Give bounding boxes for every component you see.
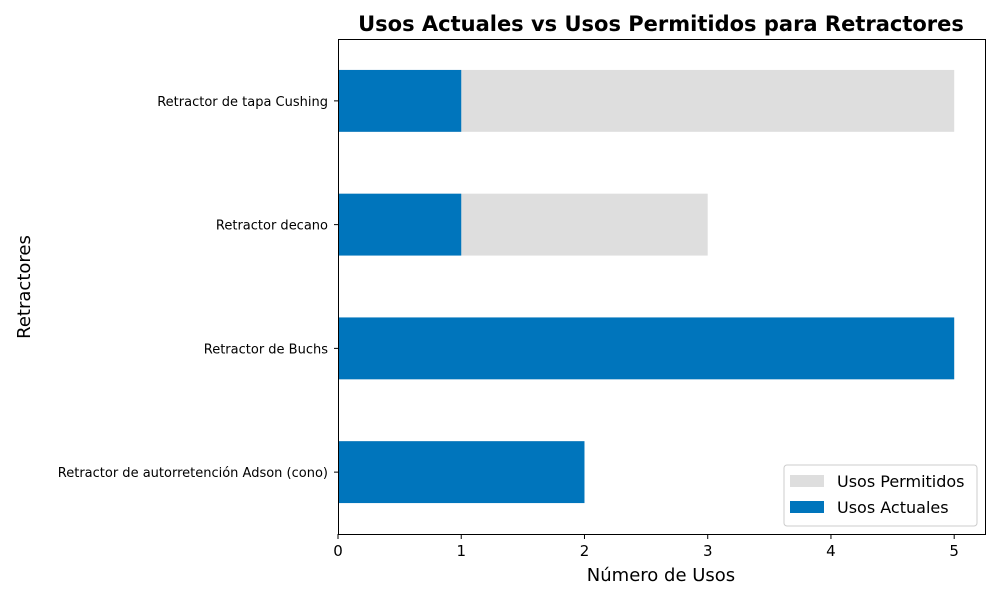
y-tick-label: Retractor de Buchs (204, 342, 328, 357)
legend-frame (783, 464, 978, 527)
legend-label-usos-permitidos: Usos Permitidos (837, 472, 965, 491)
y-tick-label: Retractor de autorretención Adson (cono) (58, 466, 328, 481)
x-axis-label: Número de Usos (587, 565, 735, 586)
chart-title: Usos Actuales vs Usos Permitidos para Re… (358, 12, 964, 36)
bar-usos-actuales-retractor-de-buchs (338, 317, 955, 380)
bar-usos-actuales-retractor-de-autorretencion-adson-cono (338, 441, 585, 504)
legend-swatch-usos-permitidos (790, 475, 824, 487)
bars-layer (338, 69, 955, 504)
legend-label-usos-actuales: Usos Actuales (837, 498, 949, 517)
x-tick-label: 5 (949, 542, 959, 560)
bar-usos-actuales-retractor-de-tapa-cushing (338, 69, 462, 132)
x-axis-ticks: 0 1 2 3 4 5 (333, 534, 959, 560)
y-axis-label: Retractores (14, 235, 35, 339)
x-tick-label: 4 (826, 542, 836, 560)
y-axis-ticks: Retractor de autorretención Adson (cono)… (58, 95, 338, 481)
y-tick-label: Retractor de tapa Cushing (157, 95, 328, 110)
x-tick-label: 1 (456, 542, 466, 560)
legend: Usos Permitidos Usos Actuales (783, 464, 978, 527)
legend-swatch-usos-actuales (790, 501, 824, 513)
plot-frame (338, 39, 986, 535)
x-tick-label: 2 (580, 542, 590, 560)
x-tick-label: 0 (333, 542, 343, 560)
x-tick-label: 3 (703, 542, 713, 560)
bar-usos-actuales-retractor-decano (338, 193, 462, 256)
y-tick-label: Retractor decano (216, 219, 328, 234)
